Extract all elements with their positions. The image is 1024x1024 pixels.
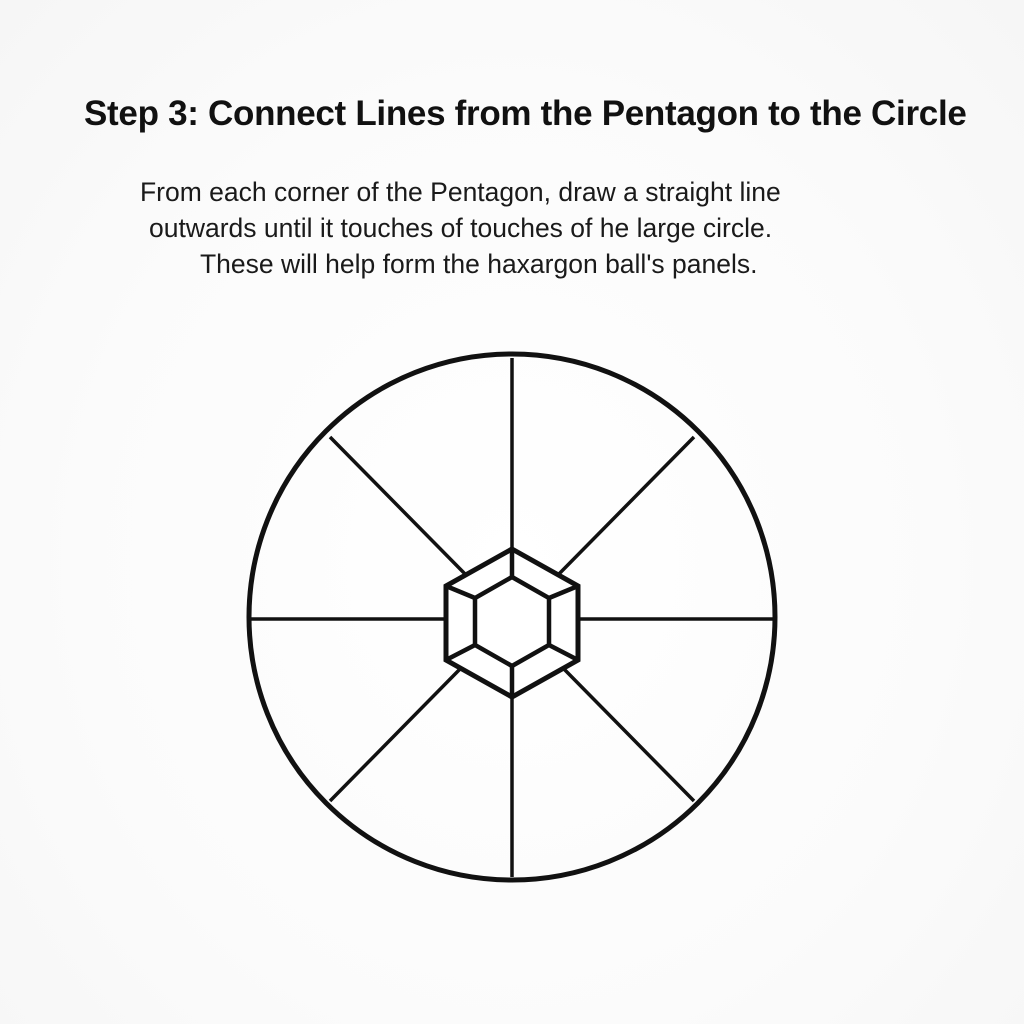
hexagon-connector-bottom-right [547,643,580,662]
instruction-line-3: These will help form the haxargon ball's… [200,249,758,279]
radial-lines [250,358,774,877]
step-instructions: From each corner of the Pentagon, draw a… [0,174,1024,282]
instruction-line-2: outwards until it touches of touches of … [149,213,773,243]
inner-hexagon [472,574,552,669]
hexagon-connector-bottom-left [444,643,477,662]
hexagon-connector-top-right [548,583,579,601]
step-title: Step 3: Connect Lines from the Pentagon … [84,94,967,133]
outer-circle [246,351,778,883]
hexagon-connector-top-left [445,583,476,601]
radial-line-top-right [553,435,696,580]
radial-line-bottom-right [560,665,696,803]
radial-line-top-left [328,435,471,580]
instruction-line-1: From each corner of the Pentagon, draw a… [140,177,781,207]
radial-line-bottom-left [328,665,464,803]
hexagon-connectors [444,549,580,697]
